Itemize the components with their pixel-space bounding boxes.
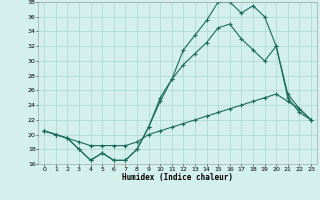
X-axis label: Humidex (Indice chaleur): Humidex (Indice chaleur) (122, 173, 233, 182)
